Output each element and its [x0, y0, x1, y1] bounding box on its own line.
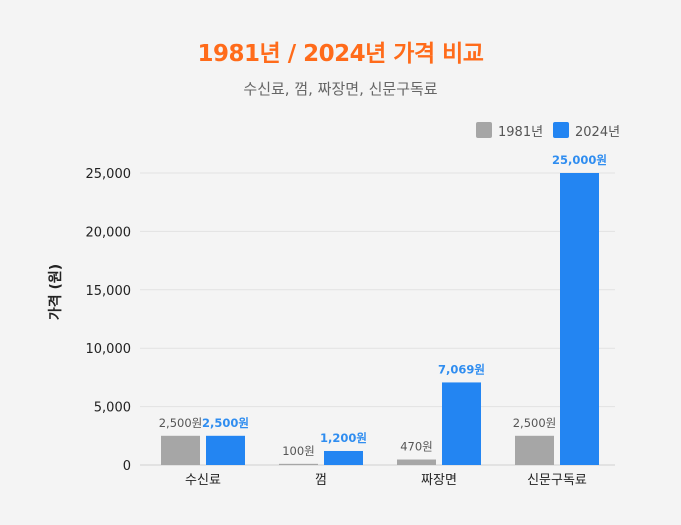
legend-swatch [553, 122, 569, 138]
data-label: 7,069원 [438, 362, 485, 376]
y-tick-label: 25,000 [86, 167, 132, 182]
y-tick-label: 15,000 [86, 284, 132, 299]
bar-1981년 [279, 463, 318, 465]
legend-swatch [476, 122, 492, 138]
bar-1981년 [515, 435, 554, 465]
data-label: 25,000원 [552, 153, 607, 167]
data-label: 470원 [400, 440, 433, 454]
x-tick-label: 짜장면 [421, 473, 457, 488]
data-label: 2,500원 [513, 416, 557, 430]
bar-2024년 [560, 173, 599, 465]
legend-label: 1981년 [498, 125, 543, 140]
bar-1981년 [397, 459, 436, 465]
x-tick-label: 껌 [315, 473, 327, 488]
chart-subtitle: 수신료, 껌, 짜장면, 신문구독료 [243, 80, 438, 98]
y-tick-label: 20,000 [86, 225, 132, 240]
bar-2024년 [324, 450, 363, 465]
data-label: 100원 [282, 444, 315, 458]
y-tick-label: 0 [123, 459, 131, 474]
y-axis-label: 가격 (원) [47, 264, 64, 320]
bar-2024년 [206, 435, 245, 465]
data-label: 2,500원 [159, 416, 203, 430]
bar-1981년 [161, 435, 200, 465]
chart-title: 1981년 / 2024년 가격 비교 [197, 41, 484, 67]
x-tick-label: 수신료 [185, 473, 221, 488]
data-label: 2,500원 [202, 416, 249, 430]
bar-2024년 [442, 382, 481, 465]
legend-label: 2024년 [575, 125, 620, 140]
y-tick-label: 10,000 [86, 342, 132, 357]
data-label: 1,200원 [320, 431, 367, 445]
y-tick-label: 5,000 [94, 401, 131, 416]
x-tick-label: 신문구독료 [527, 473, 587, 488]
